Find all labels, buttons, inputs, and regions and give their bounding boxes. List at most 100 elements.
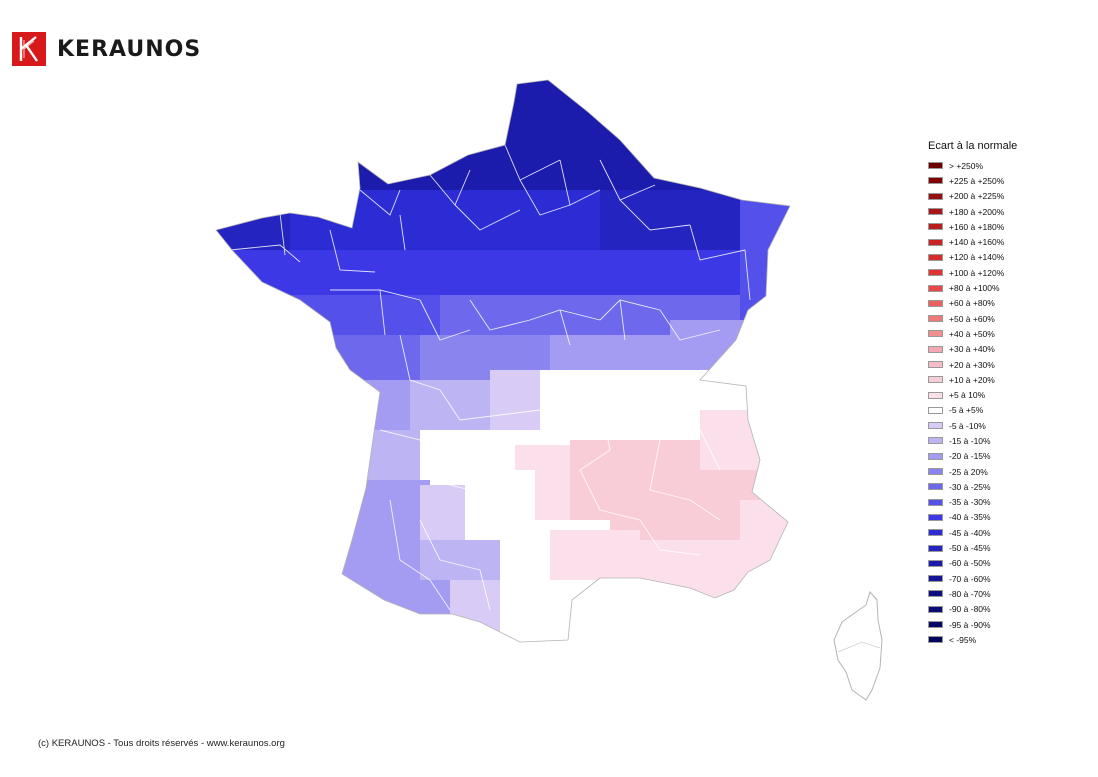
legend-label: -95 à -90% bbox=[949, 619, 991, 630]
legend-item: +60 à +80% bbox=[928, 296, 1017, 311]
corsica-outline bbox=[833, 590, 883, 701]
copyright-credit: (c) KERAUNOS - Tous droits réservés - ww… bbox=[38, 738, 285, 749]
corsica-border bbox=[837, 641, 881, 653]
legend-item: > +250% bbox=[928, 158, 1017, 173]
band-pyrenees-west bbox=[216, 560, 460, 642]
band-centre bbox=[440, 250, 740, 295]
legend-item: -25 à 20% bbox=[928, 464, 1017, 479]
legend-item: +200 à +225% bbox=[928, 189, 1017, 204]
legend-swatch bbox=[928, 391, 943, 399]
legend-label: +80 à +100% bbox=[949, 283, 1000, 294]
legend-item: +20 à +30% bbox=[928, 357, 1017, 372]
band-tarn bbox=[420, 540, 500, 580]
legend-item: +30 à +40% bbox=[928, 342, 1017, 357]
legend-swatch bbox=[928, 315, 943, 323]
legend-item: -5 à -10% bbox=[928, 418, 1017, 433]
band-west-mid bbox=[216, 295, 440, 335]
legend-label: -80 à -70% bbox=[949, 588, 991, 599]
legend-label: +200 à +225% bbox=[949, 191, 1005, 202]
band-gironde bbox=[216, 430, 430, 480]
legend-item: -20 à -15% bbox=[928, 449, 1017, 464]
legend-swatch bbox=[928, 422, 943, 430]
legend-label: -45 à -40% bbox=[949, 527, 991, 538]
legend-label: -40 à -35% bbox=[949, 512, 991, 523]
france-outline bbox=[215, 79, 791, 643]
band-alsace bbox=[740, 190, 790, 320]
legend-swatch bbox=[928, 192, 943, 200]
legend-item: +160 à +180% bbox=[928, 219, 1017, 234]
legend-item: +80 à +100% bbox=[928, 280, 1017, 295]
legend-label: -90 à -80% bbox=[949, 604, 991, 615]
legend-item: -15 à -10% bbox=[928, 433, 1017, 448]
band-limousin-north bbox=[410, 380, 500, 430]
legend-swatch bbox=[928, 621, 943, 629]
legend-label: -30 à -25% bbox=[949, 481, 991, 492]
legend-swatch bbox=[928, 177, 943, 185]
legend-swatch bbox=[928, 468, 943, 476]
legend-label: +5 à 10% bbox=[949, 390, 986, 401]
band-north-east bbox=[600, 190, 790, 250]
legend-swatch bbox=[928, 345, 943, 353]
legend-swatch bbox=[928, 513, 943, 521]
keraunos-logo-icon bbox=[12, 32, 46, 66]
logo-inner-stroke bbox=[23, 40, 35, 58]
legend-swatch bbox=[928, 529, 943, 537]
legend-label: +100 à +120% bbox=[949, 267, 1005, 278]
legend-item: -45 à -40% bbox=[928, 525, 1017, 540]
department-borders bbox=[229, 144, 751, 611]
legend-label: -20 à -15% bbox=[949, 451, 991, 462]
legend-swatch bbox=[928, 605, 943, 613]
legend-label: +50 à +60% bbox=[949, 313, 995, 324]
legend-label: -5 à +5% bbox=[949, 405, 984, 416]
legend-item: +140 à +160% bbox=[928, 234, 1017, 249]
legend-item: +50 à +60% bbox=[928, 311, 1017, 326]
legend-label: +180 à +200% bbox=[949, 206, 1005, 217]
legend-swatch bbox=[928, 575, 943, 583]
band-normandy bbox=[290, 190, 600, 250]
legend-label: -5 à -10% bbox=[949, 420, 986, 431]
legend-swatch bbox=[928, 361, 943, 368]
legend-swatch bbox=[928, 223, 943, 231]
legend-swatch bbox=[928, 253, 943, 261]
legend-label: +30 à +40% bbox=[949, 344, 995, 355]
legend-label: -15 à -10% bbox=[949, 435, 991, 446]
band-alpes-maritimes bbox=[740, 500, 790, 580]
legend-swatch bbox=[928, 498, 943, 506]
legend-label: +20 à +30% bbox=[949, 359, 995, 370]
legend-item: +180 à +200% bbox=[928, 204, 1017, 219]
legend-swatch bbox=[928, 284, 943, 292]
band-loire bbox=[216, 250, 440, 295]
legend-label: -70 à -60% bbox=[949, 573, 991, 584]
legend-swatch bbox=[928, 299, 943, 307]
brand-name: KERAUNOS bbox=[57, 36, 202, 62]
legend-item: -60 à -50% bbox=[928, 556, 1017, 571]
legend-label: +40 à +50% bbox=[949, 328, 995, 339]
legend-swatch bbox=[928, 406, 943, 414]
legend: Ecart à la normale > +250% +225 à +250% +2… bbox=[928, 140, 1017, 648]
legend-swatch bbox=[928, 636, 943, 644]
legend-swatch bbox=[928, 559, 943, 567]
legend-label: +10 à +20% bbox=[949, 374, 995, 385]
legend-swatch bbox=[928, 330, 943, 338]
legend-item: +120 à +140% bbox=[928, 250, 1017, 265]
band-white-centre bbox=[540, 370, 650, 450]
band-brittany-west bbox=[216, 190, 290, 250]
legend-swatch bbox=[928, 452, 943, 460]
legend-item: -40 à -35% bbox=[928, 510, 1017, 525]
legend-item: < -95% bbox=[928, 632, 1017, 647]
legend-label: -35 à -30% bbox=[949, 497, 991, 508]
departments-fill bbox=[216, 80, 790, 642]
legend-swatch bbox=[928, 162, 943, 170]
legend-item: +225 à +250% bbox=[928, 173, 1017, 188]
legend-item: -30 à -25% bbox=[928, 479, 1017, 494]
band-landes bbox=[216, 480, 430, 560]
legend-label: < -95% bbox=[949, 634, 977, 645]
legend-swatch bbox=[928, 590, 943, 598]
legend-swatch bbox=[928, 269, 943, 277]
legend-item: +100 à +120% bbox=[928, 265, 1017, 280]
legend-label: +140 à +160% bbox=[949, 237, 1005, 248]
legend-swatch bbox=[928, 483, 943, 491]
legend-item: -95 à -90% bbox=[928, 617, 1017, 632]
legend-swatch bbox=[928, 376, 943, 384]
